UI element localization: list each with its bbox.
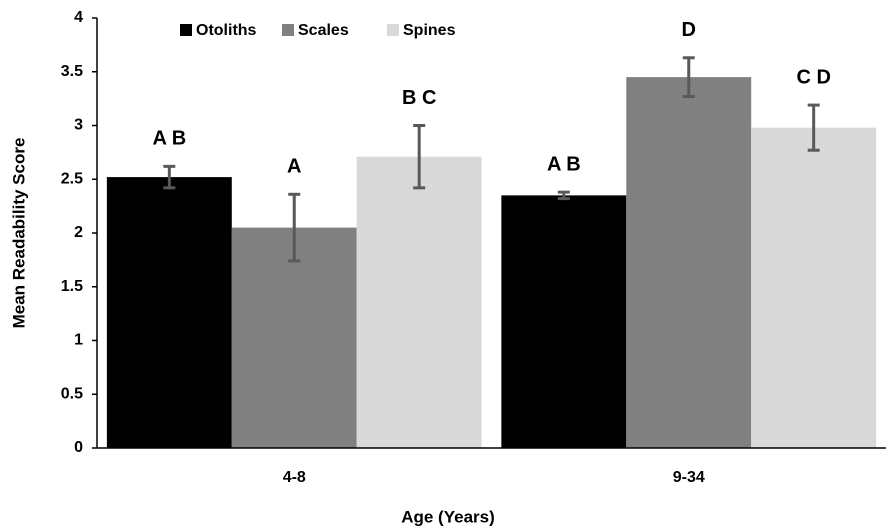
y-tick-label: 3.5 bbox=[61, 63, 83, 80]
y-tick-label: 0 bbox=[74, 439, 83, 456]
legend-swatch bbox=[387, 24, 399, 36]
annotation: C D bbox=[796, 66, 830, 88]
legend-label: Otoliths bbox=[196, 22, 257, 39]
y-tick-label: 2.5 bbox=[61, 170, 83, 187]
annotation: D bbox=[682, 19, 696, 41]
x-axis-label: Age (Years) bbox=[401, 507, 495, 526]
legend-swatch bbox=[282, 24, 294, 36]
bar bbox=[751, 127, 877, 449]
bar bbox=[356, 156, 482, 449]
bar bbox=[501, 195, 627, 448]
x-tick-label: 9-34 bbox=[673, 469, 705, 486]
annotation: A B bbox=[152, 128, 186, 150]
annotation: B C bbox=[402, 87, 436, 109]
bar bbox=[626, 77, 752, 448]
y-tick-label: 2 bbox=[74, 224, 83, 241]
bar bbox=[106, 177, 232, 448]
bar bbox=[231, 227, 357, 448]
x-tick-label: 4-8 bbox=[283, 469, 306, 486]
y-tick-label: 1 bbox=[74, 332, 83, 349]
y-tick-label: 3 bbox=[74, 117, 83, 134]
y-axis-label: Mean Readability Score bbox=[9, 138, 28, 329]
legend-label: Scales bbox=[298, 22, 349, 39]
legend-swatch bbox=[180, 24, 192, 36]
y-tick-label: 1.5 bbox=[61, 278, 83, 295]
y-tick-label: 4 bbox=[74, 9, 83, 26]
annotation: A B bbox=[547, 153, 581, 175]
annotation: A bbox=[287, 156, 301, 178]
legend-label: Spines bbox=[403, 22, 456, 39]
y-tick-label: 0.5 bbox=[61, 385, 83, 402]
